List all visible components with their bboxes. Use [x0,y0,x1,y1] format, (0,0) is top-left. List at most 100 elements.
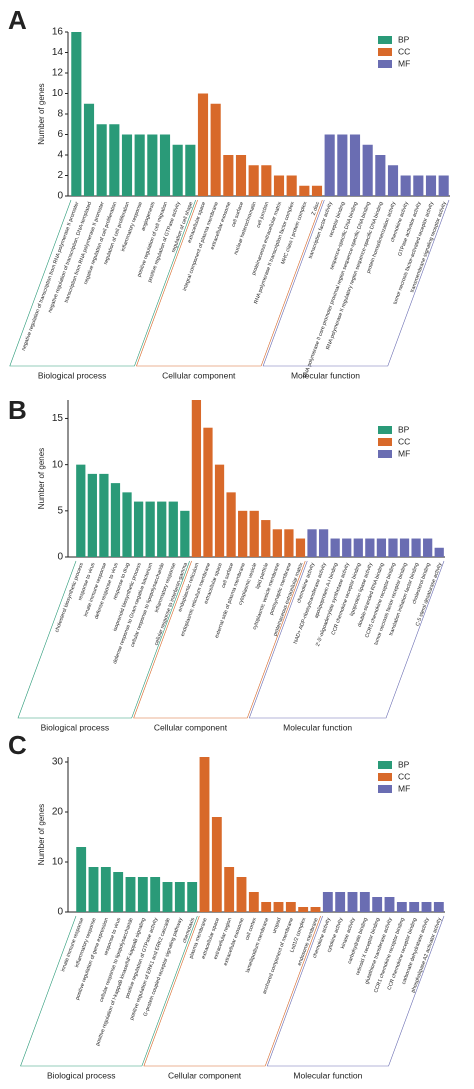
bar [197,93,209,196]
bar [272,529,282,557]
y-tick-label: 0 [57,191,63,202]
group-label: Molecular function [291,370,360,380]
bar [159,134,171,196]
y-axis-title: Number of genes [37,83,46,144]
bar [180,510,190,557]
bar [400,175,411,196]
bar [125,877,136,912]
group-bracket [136,199,323,367]
bar [375,155,386,196]
group-bracket [266,915,445,1067]
bar [421,902,432,912]
group-label: Cellular component [168,1070,242,1080]
panel-letter: A [8,5,27,35]
bar [99,473,109,557]
group-bracket [248,560,445,719]
legend-swatch [378,48,392,56]
bar [359,892,370,912]
bar [187,882,198,912]
bar [191,400,202,557]
bar [214,464,225,557]
bar [434,547,444,557]
y-tick-label: 5 [57,505,63,516]
bar [226,492,236,557]
x-tick-label: uropod [272,917,283,934]
y-tick-label: 12 [52,68,64,79]
group-label: Molecular function [283,722,352,732]
legend-label: BP [398,34,410,44]
y-tick-label: 14 [52,47,64,58]
bar [299,185,310,196]
bar [224,867,235,912]
legend-swatch [378,438,392,446]
bar [110,483,121,557]
bar [248,165,259,196]
bar [261,902,272,912]
bar [330,538,340,557]
y-tick-label: 16 [52,27,64,38]
bar [145,501,155,557]
bar [273,902,284,912]
legend-swatch [378,36,392,44]
bar [210,103,221,196]
bar [147,134,158,196]
bar [337,134,348,196]
bar [162,882,173,912]
bar [365,538,375,557]
bar [349,134,361,196]
bar [174,882,185,912]
bar [168,501,178,557]
bar [134,134,145,196]
bar [295,538,306,557]
x-tick-label: cell cortex [244,917,258,941]
bar [353,538,363,557]
legend-label: MF [398,58,410,68]
legend-label: MF [398,448,410,458]
legend-label: CC [398,436,410,446]
bar [388,538,398,557]
y-tick-label: 8 [57,109,63,120]
bar [88,867,99,912]
legend-label: MF [398,783,410,793]
bar [396,902,407,912]
y-tick-label: 10 [52,857,64,868]
bar [185,144,196,196]
bar [113,872,124,912]
bar [76,847,87,912]
legend-swatch [378,773,392,781]
bar [172,144,183,196]
y-axis-title: Number of genes [37,448,46,509]
bar [76,464,86,557]
bar [387,165,399,196]
bar [83,103,95,196]
bar [137,877,148,912]
group-bracket [20,915,198,1067]
bar [425,175,437,196]
bar [199,757,210,912]
bar [362,144,373,196]
group-bracket [143,915,321,1067]
y-tick-label: 10 [52,459,64,470]
bar [273,175,285,196]
bar [157,501,167,557]
bar [87,473,97,557]
group-bracket [17,560,190,719]
bar [399,538,410,557]
bar [109,124,120,196]
x-tick-label: Z disc [311,201,322,216]
y-tick-label: 0 [57,907,63,918]
bar [335,892,346,912]
bar [409,902,420,912]
y-tick-label: 0 [57,552,63,563]
group-bracket [133,560,306,719]
bar [311,185,323,196]
bar [100,867,111,912]
bar [413,175,424,196]
y-tick-label: 20 [52,807,64,818]
group-bracket [262,199,450,367]
bar [286,175,297,196]
group-label: Biological process [38,370,107,380]
y-tick-label: 4 [57,150,63,161]
legend-label: BP [398,759,410,769]
